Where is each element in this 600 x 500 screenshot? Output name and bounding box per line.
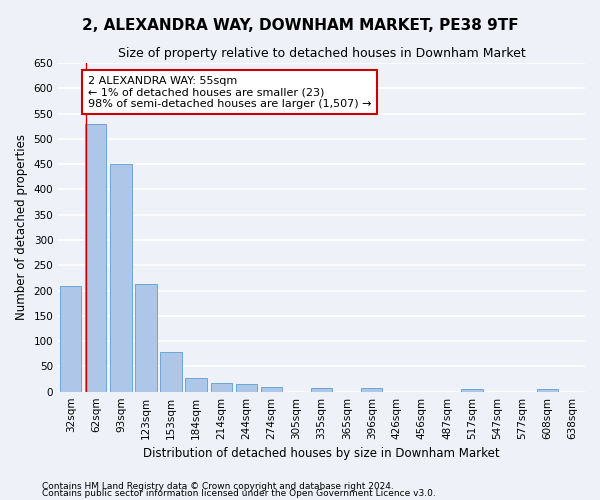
Y-axis label: Number of detached properties: Number of detached properties — [15, 134, 28, 320]
Bar — [261, 386, 282, 392]
Title: Size of property relative to detached houses in Downham Market: Size of property relative to detached ho… — [118, 48, 526, 60]
Bar — [85, 124, 106, 392]
Bar — [136, 284, 157, 392]
X-axis label: Distribution of detached houses by size in Downham Market: Distribution of detached houses by size … — [143, 447, 500, 460]
Text: 2 ALEXANDRA WAY: 55sqm
← 1% of detached houses are smaller (23)
98% of semi-deta: 2 ALEXANDRA WAY: 55sqm ← 1% of detached … — [88, 76, 371, 109]
Bar — [60, 286, 82, 392]
Bar — [110, 164, 131, 392]
Bar — [160, 352, 182, 392]
Text: Contains HM Land Registry data © Crown copyright and database right 2024.: Contains HM Land Registry data © Crown c… — [42, 482, 394, 491]
Bar — [461, 389, 483, 392]
Bar — [311, 388, 332, 392]
Bar — [537, 389, 558, 392]
Bar — [236, 384, 257, 392]
Bar — [211, 383, 232, 392]
Text: 2, ALEXANDRA WAY, DOWNHAM MARKET, PE38 9TF: 2, ALEXANDRA WAY, DOWNHAM MARKET, PE38 9… — [82, 18, 518, 32]
Bar — [185, 378, 207, 392]
Bar — [361, 388, 382, 392]
Text: Contains public sector information licensed under the Open Government Licence v3: Contains public sector information licen… — [42, 489, 436, 498]
